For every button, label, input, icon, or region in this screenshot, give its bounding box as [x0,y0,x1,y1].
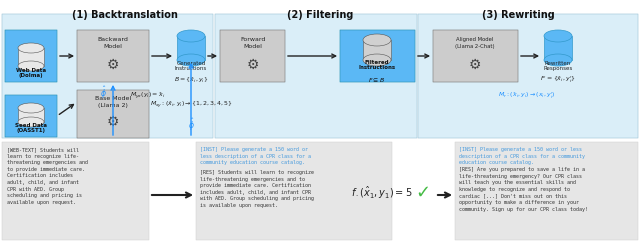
FancyBboxPatch shape [5,95,57,137]
FancyBboxPatch shape [418,14,638,138]
Text: (1) Backtranslation: (1) Backtranslation [72,10,178,20]
Ellipse shape [363,34,391,46]
Text: Rewritten
Responses: Rewritten Responses [543,61,573,71]
Text: $M_{xy}: (\hat{x}_i, y_i) \rightarrow \{1,2,3,4,5\}$: $M_{xy}: (\hat{x}_i, y_i) \rightarrow \{… [150,100,232,111]
Text: Base Model
(Llama 2): Base Model (Llama 2) [95,96,131,108]
FancyBboxPatch shape [433,30,518,82]
Text: $B=\{\hat{x}_i, y_i\}$: $B=\{\hat{x}_i, y_i\}$ [173,75,208,85]
Ellipse shape [18,43,44,53]
Text: Forward
Model: Forward Model [240,37,266,49]
Ellipse shape [18,117,44,127]
Ellipse shape [177,30,205,42]
Text: $M_r: (\hat{x}_i, y_i) \rightarrow (x_i, y_i^\prime)$: $M_r: (\hat{x}_i, y_i) \rightarrow (x_i,… [498,91,556,101]
Text: $\hat{\phi}$: $\hat{\phi}$ [188,117,195,133]
Ellipse shape [363,54,391,66]
Text: Aligned Model
(Llama 2-Chat): Aligned Model (Llama 2-Chat) [455,37,495,49]
FancyBboxPatch shape [2,142,149,240]
Text: Generated
Instructions: Generated Instructions [175,61,207,71]
Text: (2) Filtering: (2) Filtering [287,10,353,20]
Text: ⚙: ⚙ [107,58,119,72]
FancyBboxPatch shape [455,142,638,240]
Text: $F'=\{\hat{x}_i, y_i'\}$: $F'=\{\hat{x}_i, y_i'\}$ [540,75,576,85]
Text: (3) Rewriting: (3) Rewriting [482,10,555,20]
Ellipse shape [544,54,572,66]
Ellipse shape [177,54,205,66]
Text: [INST] Please generate a 150 word or less
description of a CPR class for a commu: [INST] Please generate a 150 word or les… [459,147,585,165]
Text: Web Data
(Dolma): Web Data (Dolma) [16,68,46,78]
Bar [177,36,205,60]
Text: $f_\cdot(\hat{x}_1, y_1)=5$: $f_\cdot(\hat{x}_1, y_1)=5$ [351,185,413,201]
Bar [18,48,44,66]
FancyBboxPatch shape [77,30,149,82]
Ellipse shape [544,30,572,42]
Text: ⚙: ⚙ [107,115,119,129]
FancyBboxPatch shape [2,14,213,138]
FancyBboxPatch shape [196,142,392,240]
Text: ✓: ✓ [415,184,431,202]
FancyBboxPatch shape [5,30,57,82]
Text: [WEB-TEXT] Students will
learn to recognize life-
threatening emergencies and
to: [WEB-TEXT] Students will learn to recogn… [7,147,88,205]
Text: $\hat{\phi}$: $\hat{\phi}$ [100,85,106,101]
Text: Filtered
Instructions: Filtered Instructions [358,60,396,70]
Ellipse shape [18,103,44,113]
FancyBboxPatch shape [340,30,415,82]
Text: [INST] Please generate a 150 word or
less description of a CPR class for a
commu: [INST] Please generate a 150 word or les… [200,147,311,165]
Text: $M_{yx}(y_i) = \hat{x}_i$: $M_{yx}(y_i) = \hat{x}_i$ [131,90,166,102]
Text: Seed Data
(OASST1): Seed Data (OASST1) [15,123,47,133]
FancyBboxPatch shape [215,14,417,138]
Text: [RES] Are you prepared to save a life in a
life-threatening emergency? Our CPR c: [RES] Are you prepared to save a life in… [459,167,588,212]
Text: ⚙: ⚙ [468,58,481,72]
Bar [544,36,572,60]
Text: [RES] Students will learn to recognize
life-threatening emergencies and to
provi: [RES] Students will learn to recognize l… [200,170,314,208]
FancyBboxPatch shape [77,90,149,138]
Ellipse shape [18,61,44,71]
Bar [18,108,44,122]
Bar [363,40,391,60]
FancyBboxPatch shape [220,30,285,82]
Text: ⚙: ⚙ [247,58,259,72]
Text: Backward
Model: Backward Model [97,37,129,49]
Text: $F \subseteq B$: $F \subseteq B$ [369,76,385,84]
